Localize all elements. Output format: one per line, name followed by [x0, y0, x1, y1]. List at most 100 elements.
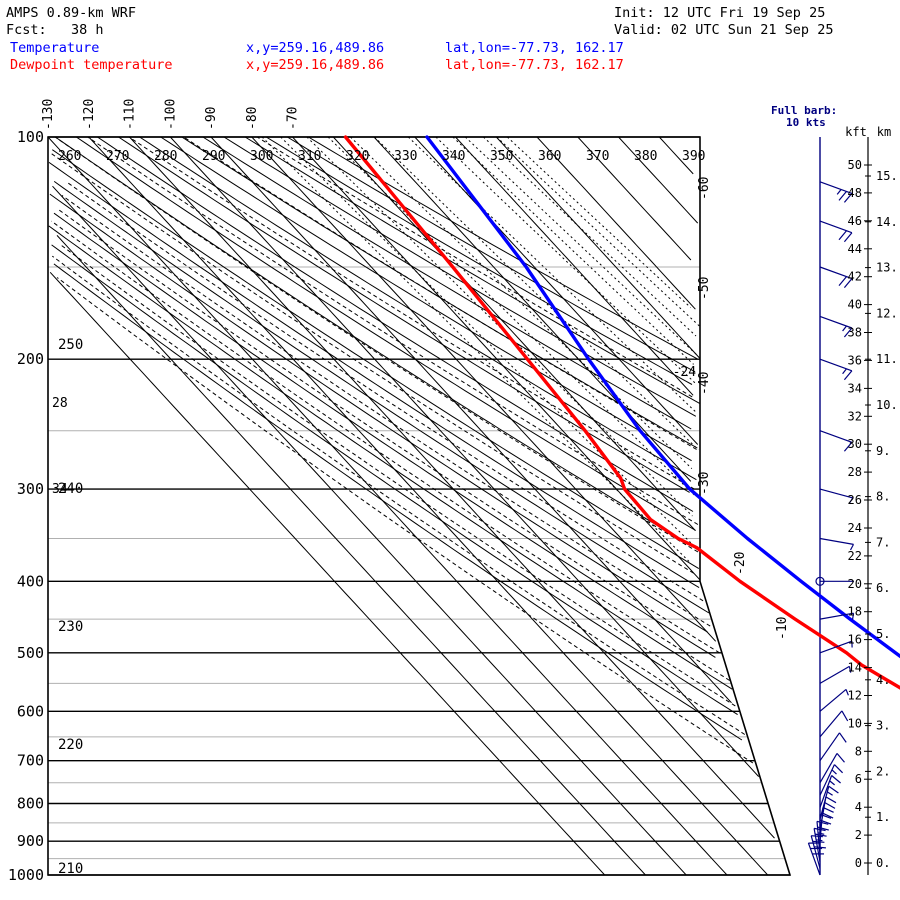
svg-text:0: 0 [855, 856, 862, 870]
svg-text:22: 22 [848, 549, 862, 563]
svg-text:-130: -130 [41, 99, 56, 130]
temperature-xy-readout: x,y=259.16,489.86 [246, 40, 385, 56]
dewpoint-curve [343, 135, 900, 690]
svg-text:350: 350 [490, 149, 513, 164]
mixing-ratio-lines [261, 136, 701, 564]
svg-text:250: 250 [58, 337, 83, 353]
svg-text:1.: 1. [876, 810, 890, 824]
wind-barb [816, 820, 829, 856]
svg-text:8: 8 [855, 744, 862, 758]
full-barb-legend-line2: 10 kts [786, 116, 826, 129]
svg-text:11.: 11. [876, 352, 898, 366]
temperature-legend-label: Temperature [10, 40, 100, 56]
svg-text:900: 900 [17, 832, 44, 850]
svg-text:34: 34 [848, 381, 862, 395]
svg-text:-110: -110 [123, 99, 138, 130]
svg-text:-30: -30 [697, 472, 712, 495]
svg-text:14: 14 [848, 661, 862, 675]
svg-text:38: 38 [848, 326, 862, 340]
forecast-hour: Fcst: 38 h [6, 22, 104, 38]
wind-barb [819, 665, 852, 684]
wind-barb [819, 358, 853, 381]
wind-barb-column [807, 181, 855, 876]
svg-text:340: 340 [442, 149, 465, 164]
svg-text:8.: 8. [876, 490, 890, 504]
wind-barb [819, 430, 853, 452]
svg-text:28: 28 [848, 465, 862, 479]
isotherm-lines [47, 136, 775, 876]
svg-text:18: 18 [848, 605, 862, 619]
svg-text:-100: -100 [163, 99, 178, 130]
wind-barb [819, 764, 844, 796]
svg-text:-70: -70 [286, 107, 301, 130]
temperature-curve [425, 135, 900, 659]
model-title: AMPS 0.89-km WRF [6, 5, 137, 21]
svg-text:30: 30 [848, 437, 862, 451]
moist-adiabat-lines [49, 136, 754, 764]
svg-text:700: 700 [17, 752, 44, 770]
svg-text:-40: -40 [697, 372, 712, 395]
svg-text:3.: 3. [876, 719, 890, 733]
wind-barb [819, 753, 845, 784]
svg-text:6.: 6. [876, 581, 890, 595]
svg-text:1000: 1000 [8, 866, 44, 884]
wind-barb [819, 732, 847, 762]
wind-barb [819, 220, 853, 243]
svg-text:260: 260 [58, 149, 81, 164]
wind-barb [819, 710, 849, 738]
svg-text:34: 34 [52, 482, 68, 497]
svg-text:400: 400 [17, 572, 44, 590]
svg-text:600: 600 [17, 702, 44, 720]
dewpoint-legend-label: Dewpoint temperature [10, 57, 173, 73]
dewpoint-xy-readout: x,y=259.16,489.86 [246, 57, 385, 73]
svg-text:-10: -10 [775, 617, 790, 640]
wind-barb [819, 315, 853, 338]
svg-text:-120: -120 [82, 99, 97, 130]
svg-text:270: 270 [106, 149, 129, 164]
wind-barb [819, 488, 854, 504]
svg-text:40: 40 [848, 298, 862, 312]
svg-text:-80: -80 [245, 107, 260, 130]
svg-text:380: 380 [634, 149, 657, 164]
svg-text:2: 2 [855, 828, 862, 842]
svg-text:14.: 14. [876, 215, 898, 229]
wind-barb [815, 576, 854, 586]
svg-text:kft: kft [845, 125, 867, 139]
isobar-minor-lines [48, 266, 785, 860]
svg-text:300: 300 [250, 149, 273, 164]
plot-frame [47, 136, 869, 876]
svg-text:15.: 15. [876, 169, 898, 183]
svg-text:26: 26 [848, 493, 862, 507]
temperature-latlon-readout: lat,lon=-77.73, 162.17 [445, 40, 624, 56]
svg-text:46: 46 [848, 214, 862, 228]
svg-text:-24: -24 [673, 365, 697, 380]
wind-barb [819, 775, 841, 808]
svg-text:7.: 7. [876, 535, 890, 549]
svg-text:-50: -50 [697, 277, 712, 300]
svg-text:20: 20 [848, 577, 862, 591]
svg-text:48: 48 [848, 186, 862, 200]
svg-text:12: 12 [848, 688, 862, 702]
svg-text:9.: 9. [876, 444, 890, 458]
wind-barb [819, 785, 839, 820]
svg-text:290: 290 [202, 149, 225, 164]
svg-text:4: 4 [855, 800, 862, 814]
svg-text:50: 50 [848, 158, 862, 172]
wind-barb [819, 537, 855, 551]
svg-text:240: 240 [58, 481, 83, 497]
init-time: Init: 12 UTC Fri 19 Sep 25 [614, 5, 826, 21]
svg-text:280: 280 [154, 149, 177, 164]
svg-text:390: 390 [682, 149, 705, 164]
svg-text:0.: 0. [876, 856, 890, 870]
svg-text:32: 32 [848, 409, 862, 423]
svg-text:16: 16 [848, 633, 862, 647]
valid-time: Valid: 02 UTC Sun 21 Sep 25 [614, 22, 834, 38]
svg-text:36: 36 [848, 353, 862, 367]
svg-text:-60: -60 [697, 177, 712, 200]
svg-text:28: 28 [52, 396, 68, 411]
svg-text:300: 300 [17, 480, 44, 498]
svg-text:100: 100 [17, 128, 44, 146]
wind-barb [807, 842, 824, 876]
